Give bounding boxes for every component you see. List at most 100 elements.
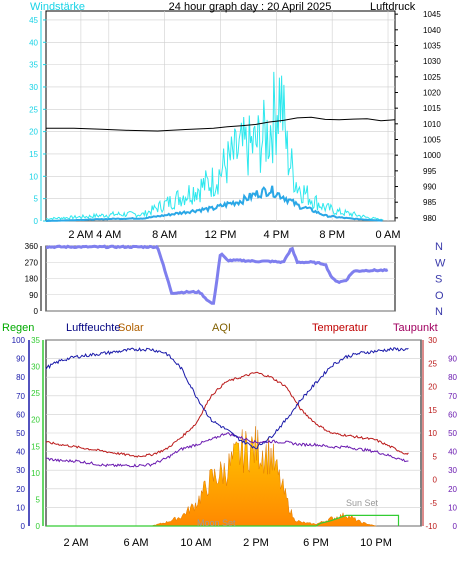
direction-axes: 0 N 90 O 180 S 270 W 360 N [25, 241, 446, 318]
x-tick-label: 2 AM [68, 229, 93, 241]
x-tick-label: 12 PM [205, 229, 237, 241]
wind-tick-label: 35 [29, 61, 38, 70]
temperature-tick-label: 20 [428, 383, 437, 392]
dewpoint-tick-label: 10 [448, 503, 457, 512]
humidity-tick-label: 50 [16, 429, 25, 438]
x-tick-label: 6 PM [303, 537, 329, 549]
direction-compass-letter: N [435, 306, 443, 318]
temperature-tick-label: 0 [433, 476, 438, 485]
humidity-tick-label: 80 [16, 373, 25, 382]
humidity-tick-label: 60 [16, 410, 25, 419]
pressure-tick-label: 1040 [423, 26, 441, 35]
temperature-tick-label: -5 [430, 499, 438, 508]
humidity-tick-label: 30 [16, 466, 25, 475]
temperature-tick-label: -10 [425, 522, 437, 531]
direction-tick-label: 180 [25, 275, 39, 284]
aqi-label: AQI [212, 322, 231, 334]
pressure-tick-label: 1020 [423, 88, 441, 97]
x-tick-label: 8 AM [152, 229, 177, 241]
solar-series-area [150, 426, 377, 527]
direction-tick-label: 90 [29, 291, 38, 300]
dewpoint-tick-label: 30 [448, 466, 457, 475]
chart-title: 24 hour graph day : 20 April 2025 [169, 1, 332, 13]
pressure-tick-label: 995 [423, 167, 437, 176]
pressure-tick-label: 990 [423, 183, 437, 192]
rain-tick-label: 35 [31, 336, 40, 345]
direction-series-segment [45, 244, 389, 305]
pressure-series-line [46, 116, 396, 132]
pressure-tick-label: 1025 [423, 73, 441, 82]
sun-set-annotation: Sun Set [346, 498, 379, 508]
wind-tick-label: 45 [29, 16, 38, 25]
temperature-tick-label: 10 [428, 429, 437, 438]
x-tick-label: 0 AM [375, 229, 400, 241]
x-tick-label: 2 PM [243, 537, 269, 549]
humidity-tick-label: 0 [21, 522, 26, 531]
pressure-tick-label: 1045 [423, 10, 441, 19]
humidity-tick-label: 40 [16, 448, 25, 457]
direction-plot [45, 244, 389, 305]
wind-tick-label: 5 [34, 195, 39, 204]
dewpoint-tick-label: 90 [448, 355, 457, 364]
gust-series-line [45, 71, 384, 221]
solar-label: Solar [118, 322, 144, 334]
climate-plot [45, 347, 409, 527]
humidity-tick-label: 100 [12, 336, 26, 345]
pressure-tick-label: 1015 [423, 104, 441, 113]
humidity-tick-label: 90 [16, 355, 25, 364]
temperature-tick-label: 15 [428, 406, 437, 415]
rain-tick-label: 15 [31, 442, 40, 451]
dewpoint-series-line [45, 432, 409, 468]
temperature-tick-label: 30 [428, 336, 437, 345]
temperature-tick-label: 25 [428, 359, 437, 368]
pressure-axis-label: Luftdruck [370, 1, 416, 13]
temperature-label: Temperatur [312, 322, 368, 334]
pressure-tick-label: 1030 [423, 57, 441, 66]
dewpoint-tick-label: 60 [448, 410, 457, 419]
climate-axes: 010203040506070809010005101520253035-10-… [12, 336, 458, 549]
wind-tick-label: 0 [34, 217, 39, 226]
humidity-label: Luftfeuchte [66, 322, 120, 334]
x-tick-label: 10 PM [360, 537, 392, 549]
dewpoint-tick-label: 40 [448, 448, 457, 457]
x-tick-label: 4 AM [96, 229, 121, 241]
x-tick-label: 4 PM [263, 229, 289, 241]
wind-tick-label: 30 [29, 83, 38, 92]
wind-series-line [46, 185, 383, 222]
dewpoint-tick-label: 20 [448, 485, 457, 494]
moon-set-annotation: Moon Set [197, 518, 236, 528]
wind-pressure-plot [45, 71, 396, 222]
direction-tick-label: 270 [25, 258, 39, 267]
direction-compass-letter: N [435, 241, 443, 253]
dewpoint-tick-label: 70 [448, 392, 457, 401]
x-tick-label: 10 AM [180, 537, 211, 549]
wind-tick-label: 15 [29, 150, 38, 159]
dewpoint-tick-label: 0 [453, 522, 458, 531]
temperature-series-line [45, 371, 409, 458]
direction-tick-label: 360 [25, 242, 39, 251]
rain-series-line [46, 514, 400, 527]
humidity-series-line [45, 347, 409, 450]
pressure-tick-label: 1005 [423, 136, 441, 145]
wind-tick-label: 40 [29, 38, 38, 47]
dewpoint-tick-label: 80 [448, 373, 457, 382]
direction-tick-label: 0 [34, 307, 39, 316]
rain-tick-label: 10 [31, 469, 40, 478]
temperature-tick-label: 5 [433, 452, 438, 461]
rain-label: Regen [2, 322, 34, 334]
wind-tick-label: 20 [29, 128, 38, 137]
rain-tick-label: 25 [31, 389, 40, 398]
wind-axis-label: Windstärke [30, 1, 85, 13]
humidity-tick-label: 20 [16, 485, 25, 494]
pressure-tick-label: 1000 [423, 151, 441, 160]
x-tick-label: 8 PM [319, 229, 345, 241]
rain-tick-label: 0 [36, 522, 41, 531]
dewpoint-label: Taupunkt [393, 322, 438, 334]
rain-tick-label: 5 [36, 495, 41, 504]
pressure-tick-label: 1010 [423, 120, 441, 129]
wind-pressure-grid [46, 11, 395, 222]
pressure-tick-label: 980 [423, 214, 437, 223]
